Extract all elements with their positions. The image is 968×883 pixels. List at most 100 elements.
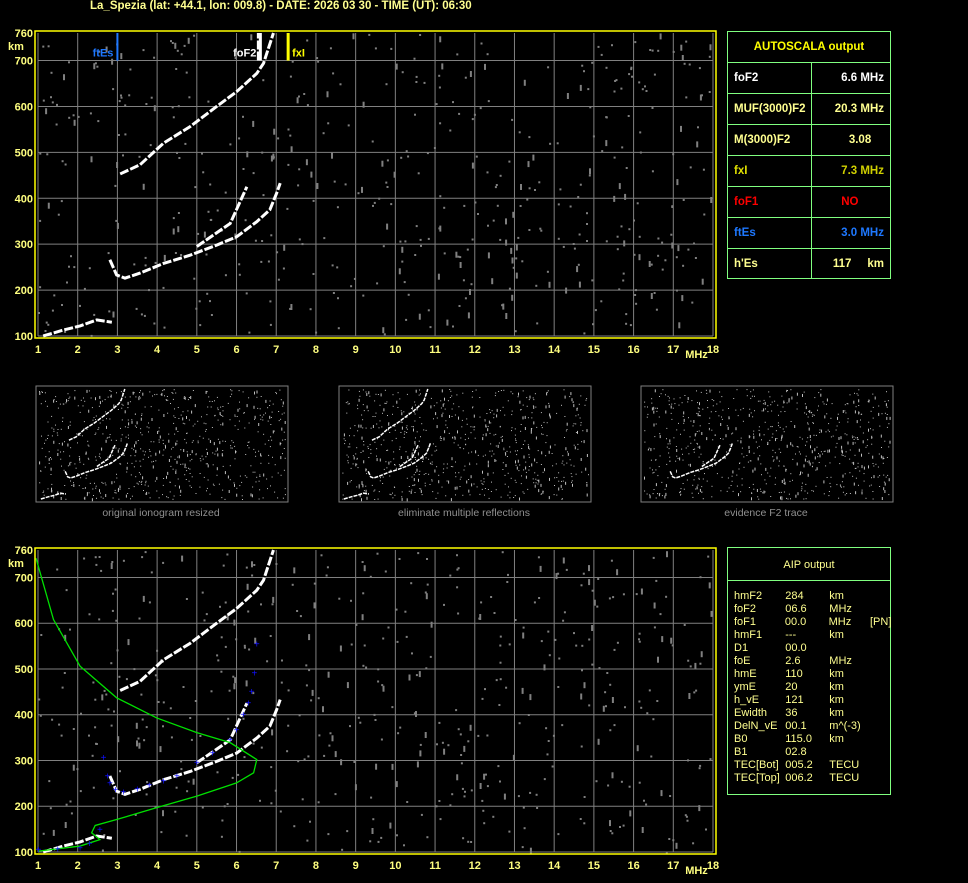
noise-dot (232, 441, 234, 443)
noise-dot (87, 457, 89, 459)
noise-dot (582, 430, 584, 432)
autoscala-output-panel: AUTOSCALA output foF2 6.6 MHz MUF(3000)F2 2… (727, 31, 891, 279)
noise-dot (440, 400, 442, 402)
noise-dot (345, 402, 347, 404)
noise-dot (424, 482, 426, 484)
noise-dot (382, 327, 385, 334)
noise-dot (620, 225, 623, 228)
noise-dot (670, 233, 673, 236)
noise-dot (499, 644, 502, 647)
noise-dot (41, 447, 43, 449)
noise-dot (429, 326, 432, 329)
aip-cell (829, 746, 871, 759)
noise-dot (98, 50, 101, 53)
noise-dot (277, 278, 280, 281)
noise-dot (510, 247, 513, 254)
noise-dot (172, 498, 174, 500)
x-tick-label: 8 (313, 344, 319, 356)
noise-dot (135, 307, 138, 310)
noise-dot (868, 400, 870, 402)
noise-dot (182, 422, 184, 424)
noise-dot (149, 497, 151, 499)
noise-dot (533, 421, 535, 425)
noise-dot (482, 455, 484, 457)
noise-dot (709, 389, 711, 393)
noise-dot (62, 417, 64, 419)
noise-dot (512, 211, 515, 218)
noise-dot (401, 412, 403, 416)
aip-point: + (234, 726, 240, 737)
noise-dot (210, 314, 213, 316)
noise-dot (696, 486, 698, 490)
noise-dot (844, 473, 846, 475)
noise-dot (105, 411, 107, 413)
noise-dot (222, 415, 224, 417)
noise-dot (436, 449, 438, 451)
noise-dot (483, 822, 486, 825)
noise-dot (518, 131, 521, 134)
noise-dot (699, 425, 701, 427)
noise-dot (120, 427, 121, 429)
noise-dot (545, 727, 548, 730)
noise-dot (358, 390, 360, 392)
noise-dot (159, 746, 162, 753)
noise-dot (77, 115, 80, 118)
noise-dot (406, 432, 408, 433)
noise-dot (767, 441, 769, 445)
noise-dot (548, 450, 550, 454)
noise-dot (247, 441, 249, 443)
noise-dot (726, 451, 728, 453)
noise-dot (458, 305, 461, 307)
aip-row: h_vE 121 km (728, 694, 890, 707)
noise-dot (692, 842, 695, 845)
noise-dot (252, 486, 254, 488)
noise-dot (676, 455, 678, 457)
noise-dot (784, 481, 786, 485)
noise-dot (750, 460, 752, 462)
noise-dot (878, 453, 880, 455)
noise-dot (97, 120, 100, 123)
noise-dot (298, 238, 301, 241)
noise-dot (162, 286, 165, 289)
noise-dot (374, 47, 377, 50)
noise-dot (627, 115, 630, 117)
noise-dot (282, 401, 284, 405)
noise-dot (514, 428, 516, 430)
noise-dot (768, 391, 770, 393)
noise-dot (692, 449, 694, 450)
noise-dot (873, 465, 875, 467)
noise-dot (317, 60, 320, 63)
noise-dot (414, 413, 416, 415)
noise-dot (67, 393, 69, 395)
noise-dot (347, 401, 349, 403)
noise-dot (759, 433, 761, 437)
noise-dot (279, 442, 281, 446)
noise-dot (577, 448, 579, 450)
noise-dot (565, 481, 567, 485)
noise-dot (124, 426, 126, 428)
noise-dot (68, 397, 70, 399)
y-axis-unit: km (8, 41, 24, 53)
noise-dot (672, 407, 674, 409)
noise-dot (248, 331, 251, 334)
noise-dot (661, 241, 664, 244)
noise-dot (124, 133, 127, 136)
noise-dot (641, 827, 644, 833)
noise-dot (819, 454, 821, 458)
noise-dot (529, 694, 532, 701)
noise-dot (415, 225, 418, 228)
noise-dot (788, 398, 790, 402)
noise-dot (201, 455, 203, 457)
noise-dot (216, 209, 219, 212)
noise-dot (209, 400, 211, 402)
noise-dot (272, 596, 275, 603)
noise-dot (107, 396, 109, 398)
noise-dot (66, 281, 68, 284)
noise-dot (247, 445, 249, 446)
noise-dot (310, 171, 313, 178)
noise-dot (689, 166, 692, 169)
noise-dot (855, 477, 857, 479)
noise-dot (846, 434, 848, 436)
noise-dot (162, 390, 164, 392)
noise-dot (697, 126, 699, 129)
